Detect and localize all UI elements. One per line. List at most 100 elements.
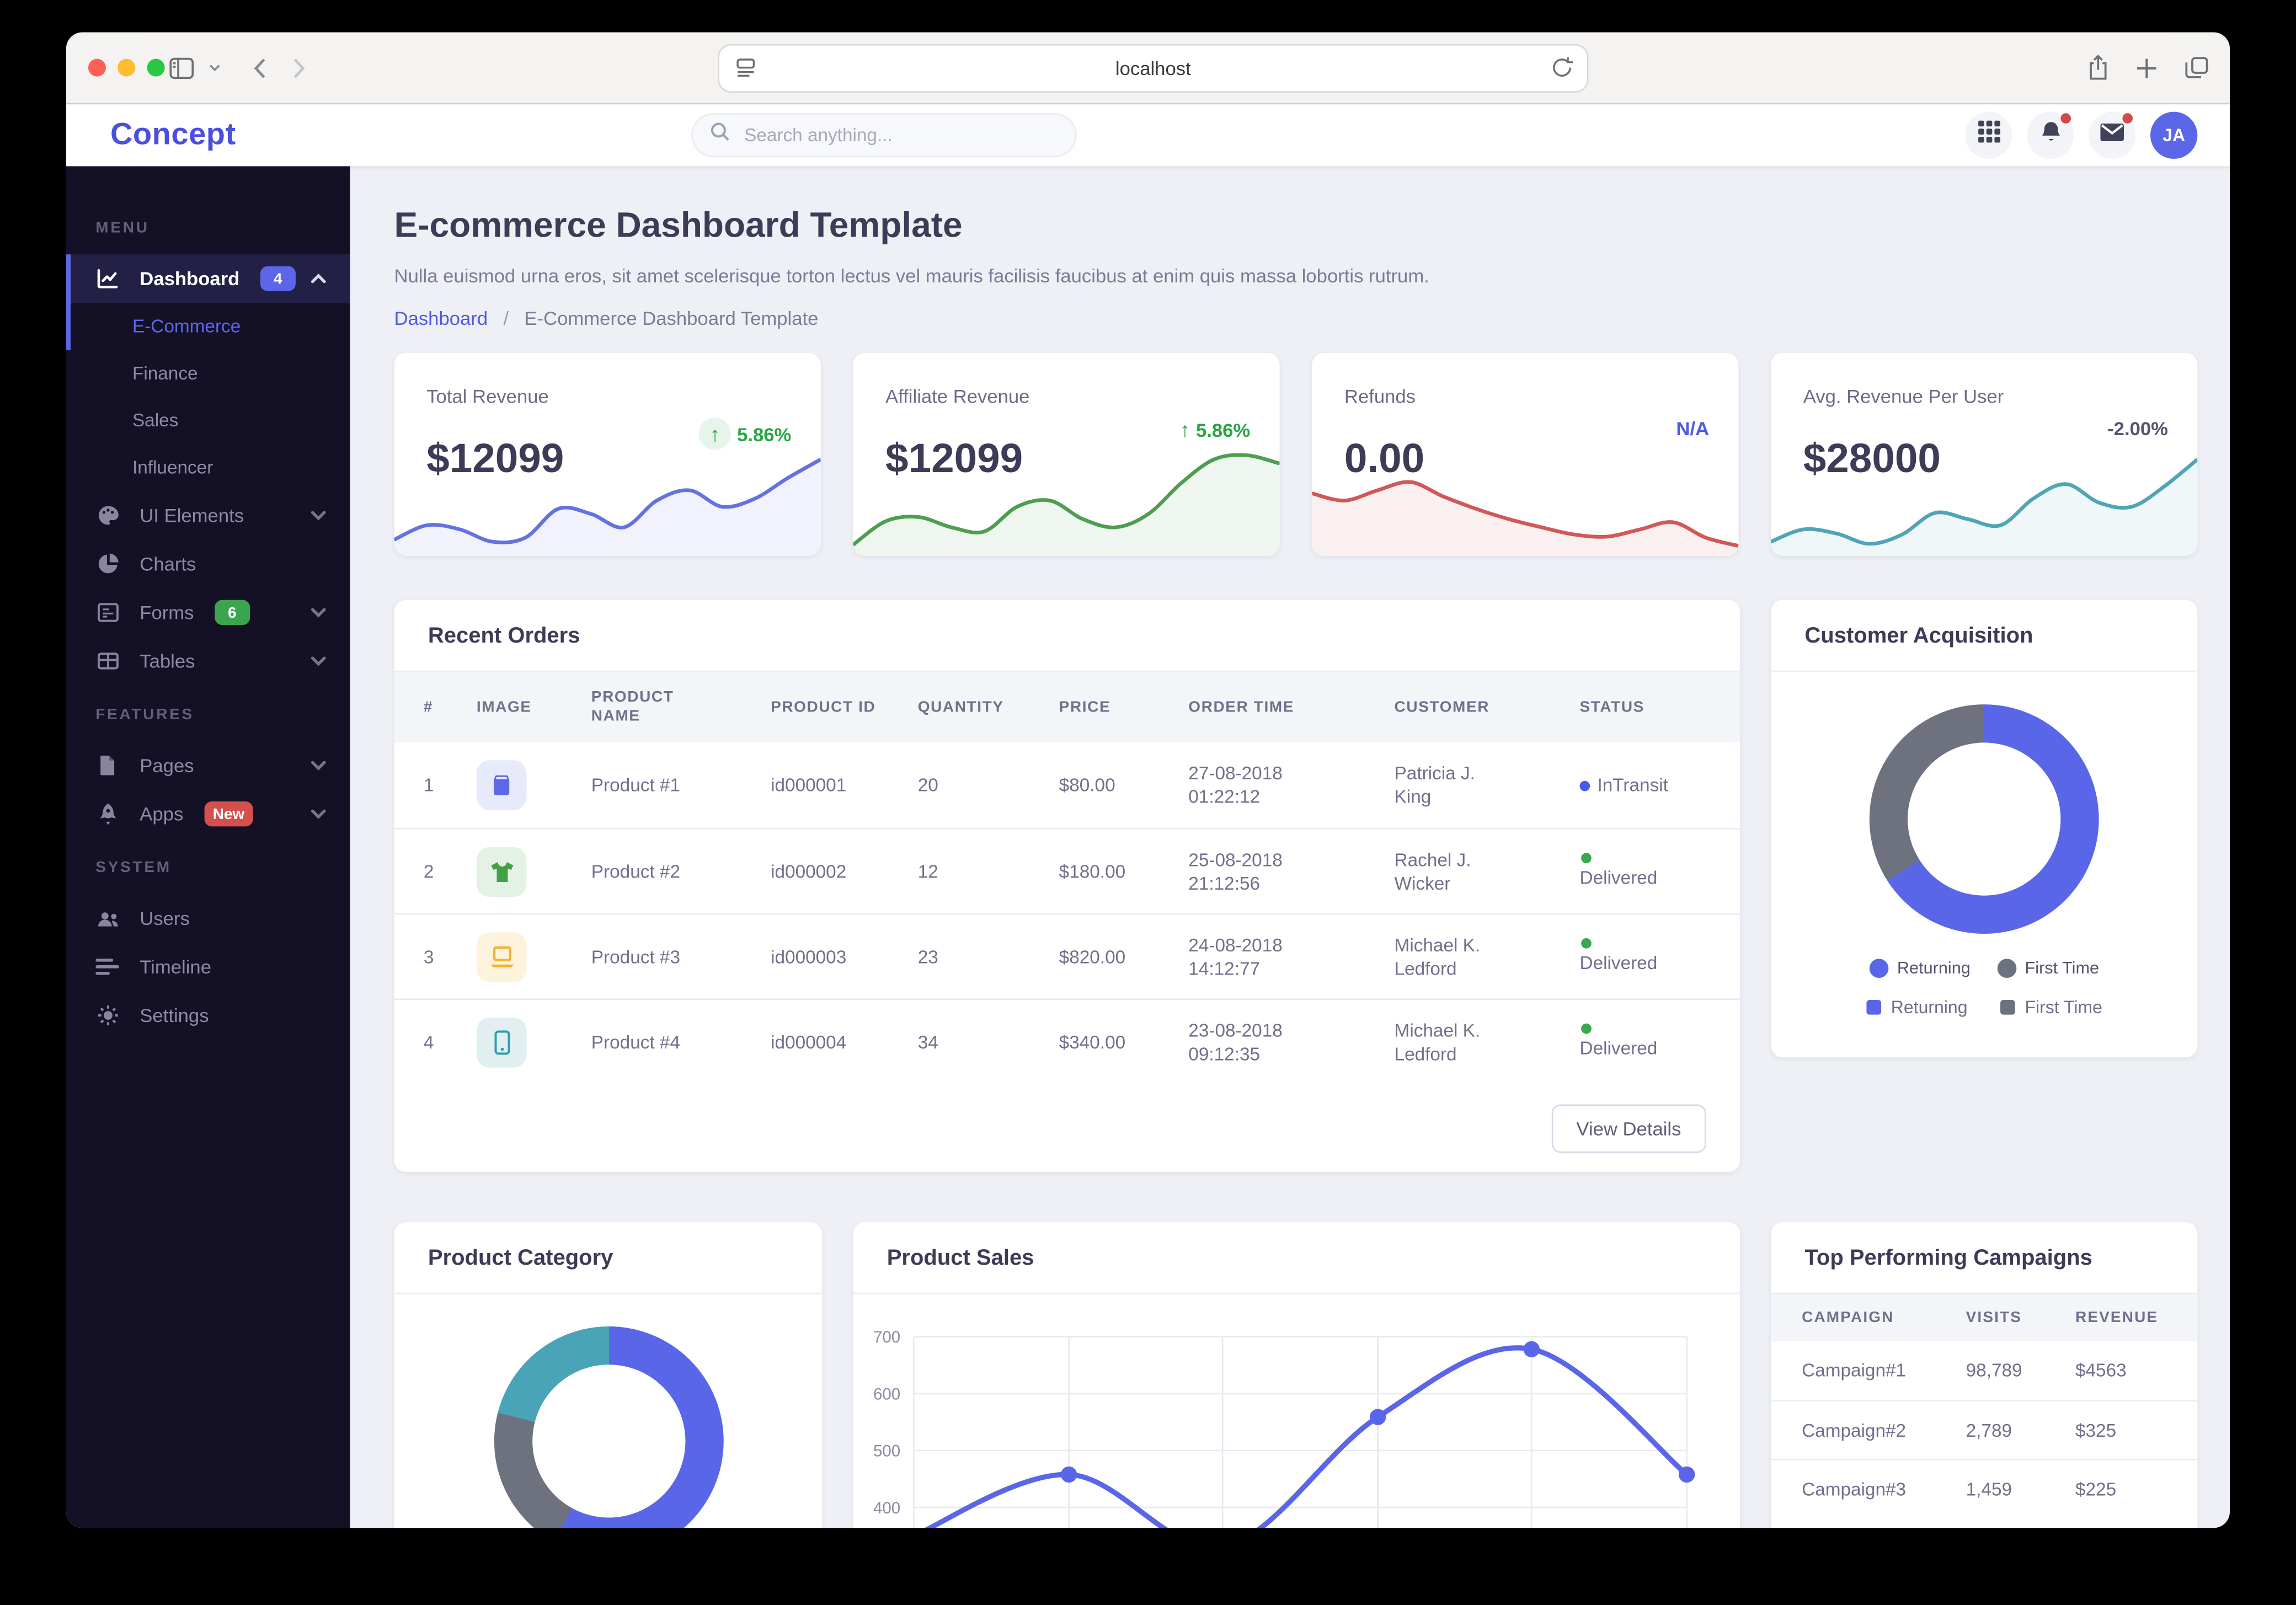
- svg-text:500: 500: [873, 1442, 900, 1460]
- order-table-row[interactable]: 4 Product #4 id000004 34 $340.00 23-08-2018 0…: [394, 998, 1740, 1084]
- sidebar-subitem-e-commerce[interactable]: E-Commerce: [66, 303, 350, 350]
- legend-item-returning[interactable]: Returning: [1869, 959, 1971, 978]
- user-avatar[interactable]: JA: [2150, 111, 2198, 159]
- price: $820.00: [1059, 946, 1126, 967]
- sidebar-item-timeline[interactable]: Timeline: [66, 943, 350, 991]
- campaign-visits: 1,459: [1966, 1478, 2012, 1500]
- order-table-row[interactable]: 1 Product #1 id000001 20 $80.00 27-08-2018 01…: [394, 742, 1740, 828]
- campaign-table-row[interactable]: Campaign#1 98,789 $4563: [1771, 1341, 2197, 1400]
- campaigns-table-header: CAMPAIGN VISITS REVENUE: [1771, 1294, 2198, 1341]
- stat-label: Total Revenue: [426, 385, 549, 408]
- product-name: Product #1: [591, 775, 681, 796]
- price: $340.00: [1059, 1031, 1126, 1052]
- campaign-table-row[interactable]: Campaign#2 2,789 $325: [1771, 1400, 2198, 1459]
- breadcrumb-home-link[interactable]: Dashboard: [394, 307, 488, 330]
- messages-dot: [2121, 111, 2134, 125]
- legend-item-first-time[interactable]: First Time: [2000, 997, 2102, 1018]
- back-button-icon[interactable]: [253, 57, 266, 79]
- orders-table-header: # IMAGE PRODUCT NAME PRODUCT ID QUANTITY PRIC…: [394, 672, 1740, 743]
- sidebar-subitem-sales[interactable]: Sales: [132, 410, 179, 431]
- sidebar-item-dashboard[interactable]: Dashboard 4: [66, 254, 350, 303]
- sidebar-badge: 4: [260, 266, 296, 291]
- chrome-right-group: [2087, 33, 2209, 103]
- chevron-down-icon: [311, 510, 327, 521]
- sidebar-item-label: Forms: [140, 601, 194, 624]
- sidebar-item-settings[interactable]: Settings: [66, 991, 350, 1040]
- product-name: Product #4: [591, 1031, 681, 1052]
- campaign-name: Campaign#1: [1802, 1360, 1907, 1381]
- sidebar-subitem-finance[interactable]: Finance: [132, 363, 198, 384]
- order-table-row[interactable]: 3 Product #3 id000003 23 $820.00 24-08-2018 1…: [394, 913, 1740, 999]
- chart-line-icon: [95, 266, 120, 291]
- product-id: id000004: [771, 1031, 847, 1052]
- campaign-table-row[interactable]: Campaign#3 1,459 $225: [1771, 1458, 2198, 1518]
- arrow-up-icon: ↑: [698, 418, 731, 450]
- customer-acquisition-legend-secondary: Returning First Time: [1771, 997, 2197, 1018]
- search-input[interactable]: [741, 123, 1058, 147]
- sidebar-item-forms[interactable]: Forms 6: [66, 588, 350, 636]
- quantity: 12: [917, 861, 938, 882]
- sidebar-item-label: Charts: [140, 553, 196, 575]
- chevron-down-icon: [311, 607, 327, 618]
- stat-value: $28000: [1803, 435, 1941, 481]
- tab-overview-icon[interactable]: [2184, 56, 2209, 79]
- sidebar-item-label: Pages: [140, 754, 194, 777]
- campaign-visits: 98,789: [1966, 1360, 2022, 1381]
- customer-name: Michael K. Ledford: [1394, 934, 1481, 979]
- legend-label: First Time: [2025, 959, 2100, 977]
- new-tab-icon[interactable]: [2135, 57, 2158, 79]
- minimize-window-button[interactable]: [118, 58, 136, 77]
- customer-name: Rachel J. Wicker: [1394, 849, 1471, 894]
- sidebar-item-tables[interactable]: Tables: [66, 636, 350, 685]
- price: $80.00: [1059, 775, 1115, 796]
- share-icon[interactable]: [2087, 54, 2109, 81]
- order-index: 1: [423, 775, 434, 796]
- order-table-row[interactable]: 2 Product #2 id000002 12 $180.00 25-08-2018 2…: [394, 828, 1740, 913]
- campaign-revenue: $4563: [2075, 1360, 2127, 1381]
- view-details-button[interactable]: View Details: [1551, 1103, 1706, 1152]
- tshirt-product-icon: [476, 846, 527, 897]
- reader-view-icon[interactable]: [734, 56, 757, 79]
- product-category-donut-chart: [493, 1326, 723, 1528]
- status-badge: Delivered: [1579, 938, 1710, 975]
- sidebar-toggle-chevron-icon[interactable]: [209, 63, 221, 72]
- stat-sparkline-chart: [394, 458, 821, 556]
- customer-acquisition-donut-chart: [1869, 704, 2099, 934]
- sidebar-toggle-icon[interactable]: [169, 57, 194, 79]
- chevron-down-icon: [311, 760, 327, 771]
- sidebar-item-ui-elements[interactable]: UI Elements: [66, 491, 350, 540]
- campaigns-column-header: CAMPAIGN: [1802, 1308, 1894, 1326]
- status-label: Delivered: [1579, 1038, 1658, 1059]
- legend-item-returning[interactable]: Returning: [1866, 997, 1968, 1018]
- brand-logo[interactable]: Concept: [110, 117, 236, 152]
- legend-item-first-time[interactable]: First Time: [1996, 959, 2100, 978]
- global-search[interactable]: [691, 113, 1077, 158]
- book-product-icon: [476, 760, 527, 811]
- orders-column-header: ORDER TIME: [1188, 698, 1295, 716]
- stat-sparkline-chart: [1771, 458, 2198, 556]
- sidebar-item-charts[interactable]: Charts: [66, 539, 350, 588]
- stat-delta: -2.00%: [2107, 418, 2168, 440]
- reload-icon[interactable]: [1552, 56, 1574, 79]
- campaigns-column-header: REVENUE: [2075, 1308, 2159, 1326]
- zoom-window-button[interactable]: [147, 58, 165, 77]
- notifications-button[interactable]: [2027, 111, 2074, 159]
- close-window-button[interactable]: [88, 58, 106, 77]
- timeline-icon: [95, 954, 120, 979]
- chevron-down-icon: [311, 656, 327, 666]
- recent-orders-card: Recent Orders # IMAGE PRODUCT NAME PRODUCT …: [394, 600, 1740, 1172]
- sidebar-item-pages[interactable]: Pages: [66, 741, 350, 790]
- address-bar[interactable]: localhost: [718, 44, 1589, 93]
- apps-grid-button[interactable]: [1965, 111, 2012, 159]
- sidebar-item-users[interactable]: Users: [66, 894, 350, 943]
- forward-button-icon[interactable]: [293, 57, 306, 79]
- file-icon: [95, 753, 120, 778]
- legend-label: Returning: [1891, 997, 1968, 1018]
- messages-button[interactable]: [2089, 111, 2136, 159]
- recent-orders-title: Recent Orders: [428, 623, 580, 648]
- orders-column-header: IMAGE: [476, 698, 532, 716]
- legend-label: First Time: [2025, 997, 2102, 1018]
- sidebar-item-apps[interactable]: Apps New: [66, 790, 350, 838]
- sidebar-subitem-influencer[interactable]: Influencer: [132, 457, 213, 478]
